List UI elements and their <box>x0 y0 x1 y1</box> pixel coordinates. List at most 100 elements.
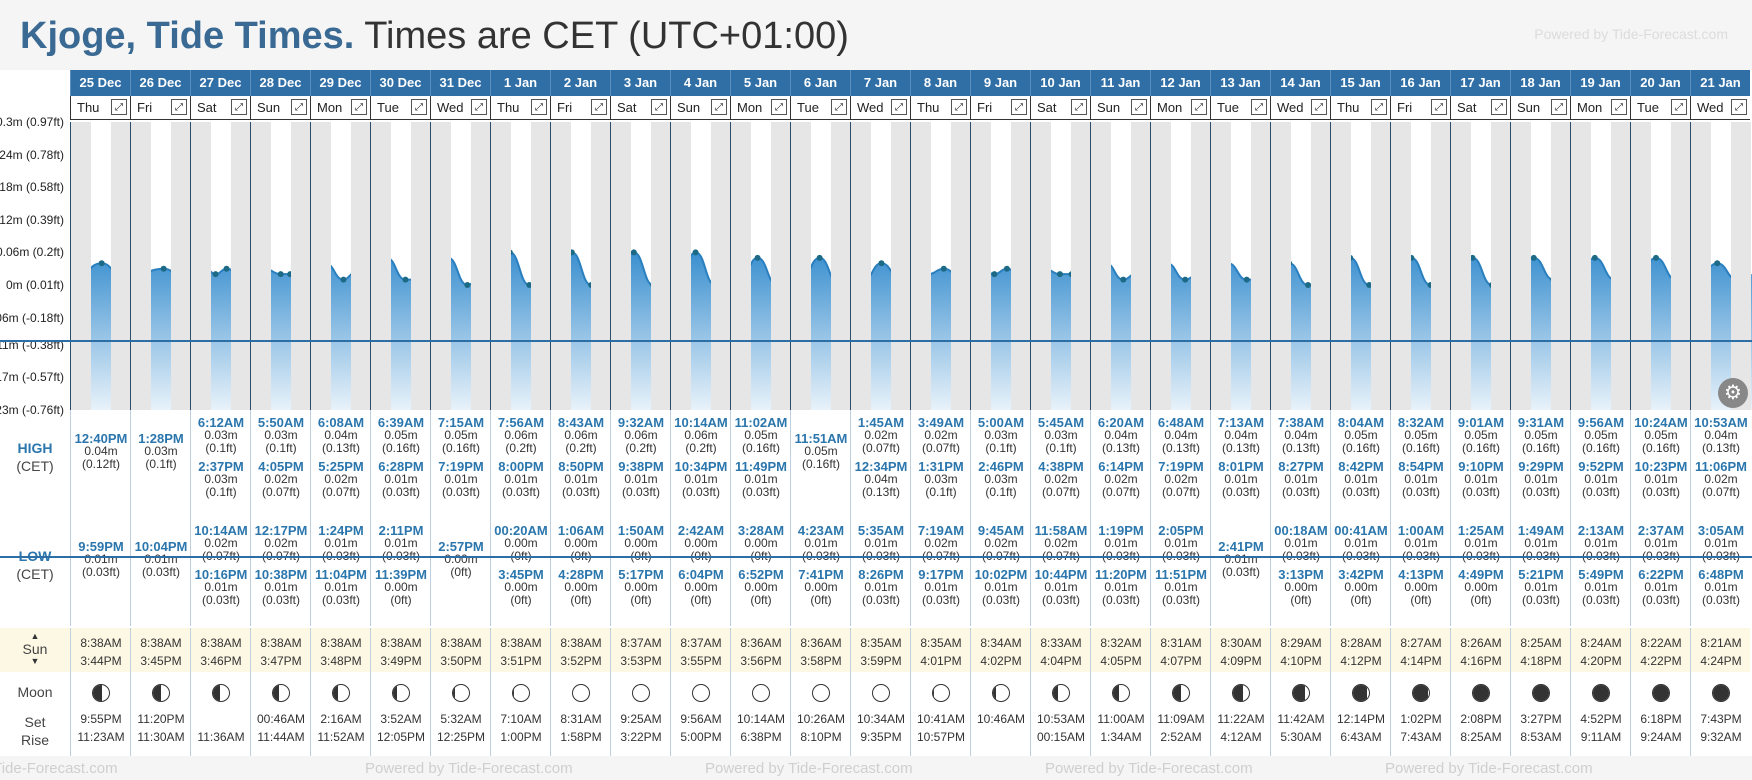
expand-icon[interactable]: ⤢ <box>1131 99 1147 115</box>
tide-height-m: 0.01m <box>1644 580 1678 594</box>
moonrise-time: 2:52AM <box>1160 730 1202 744</box>
tide-height-ft: (0.13ft) <box>1161 441 1200 455</box>
high-tide-entry: 10:53AM 0.04m (0.13ft) <box>1691 416 1751 455</box>
expand-icon[interactable]: ⤢ <box>1311 99 1327 115</box>
moonrise-time: 9:11AM <box>1580 730 1622 744</box>
expand-icon[interactable]: ⤢ <box>1071 99 1087 115</box>
moon-shadow <box>1533 685 1549 701</box>
expand-icon[interactable]: ⤢ <box>231 99 247 115</box>
tide-time: 8:32AM <box>1397 415 1445 430</box>
expand-icon[interactable]: ⤢ <box>1191 99 1207 115</box>
y-axis-tick: 0m (0.01ft) <box>5 278 64 293</box>
high-tide-cell: 7:56AM 0.06m (0.2ft) 8:00PM 0.01m (0.03ft) <box>490 410 550 518</box>
date-header: 4 Jan <box>670 70 730 96</box>
tide-height-ft: (0ft) <box>510 593 532 607</box>
tide-time: 3:42PM <box>1338 567 1384 582</box>
tide-height-ft: (0.13ft) <box>1701 441 1740 455</box>
powered-by-watermark: Powered by Tide-Forecast.com <box>705 760 913 777</box>
moonrise-time: 1:34AM <box>1100 730 1142 744</box>
tide-time: 10:24AM <box>1634 415 1688 430</box>
tide-time: 7:19PM <box>438 459 484 474</box>
tide-time: 9:52PM <box>1578 459 1624 474</box>
tide-time: 5:45AM <box>1037 415 1085 430</box>
expand-icon[interactable]: ⤢ <box>951 99 967 115</box>
expand-icon[interactable]: ⤢ <box>1371 99 1387 115</box>
tide-height-m: 0.03m <box>264 428 298 442</box>
tide-height-ft: (0.03ft) <box>321 593 360 607</box>
tide-height-ft: (0.07ft) <box>1041 485 1080 499</box>
tide-time: 6:28PM <box>378 459 424 474</box>
moon-cell: 8:31AM 1:58PM <box>550 672 610 756</box>
expand-icon[interactable]: ⤢ <box>411 99 427 115</box>
expand-icon[interactable]: ⤢ <box>831 99 847 115</box>
high-tide-label: HIGH (CET) <box>0 410 70 518</box>
expand-icon[interactable]: ⤢ <box>1011 99 1027 115</box>
tide-point <box>991 271 998 278</box>
expand-icon[interactable]: ⤢ <box>1251 99 1267 115</box>
tide-height-ft: (0.03ft) <box>1281 485 1320 499</box>
sunrise-time: 8:36AM <box>800 636 842 650</box>
day-night-band <box>850 122 911 410</box>
expand-icon[interactable]: ⤢ <box>1491 99 1507 115</box>
day-column: 10 Jan Sat ⤢ 5:45AM 0.03m (0.1ft) 4:38PM 0.02m(… <box>1030 70 1091 756</box>
sunset-time: 3:48PM <box>320 654 362 668</box>
expand-icon[interactable]: ⤢ <box>651 99 667 115</box>
tide-height-m: 0.01m <box>1644 472 1678 486</box>
expand-icon[interactable]: ⤢ <box>771 99 787 115</box>
sunrise-time: 8:32AM <box>1100 636 1142 650</box>
tide-height-m: 0.01m <box>744 472 778 486</box>
high-tide-cell: 6:39AM 0.05m (0.16ft) 6:28PM 0.01m (0.03ft) <box>370 410 430 518</box>
divider <box>0 556 1752 558</box>
high-tide-entry: 7:56AM 0.06m (0.2ft) <box>491 416 551 455</box>
sunrise-time: 8:22AM <box>1640 636 1682 650</box>
low-tide-entry: 7:41PM 0.00m (0ft) <box>791 568 851 607</box>
sunrise-time: 8:35AM <box>860 636 902 650</box>
day-column: 9 Jan Fri ⤢ 5:00AM 0.03m (0.1ft) 2:46PM 0.03m (0… <box>970 70 1031 756</box>
moon-shadow <box>1713 685 1729 701</box>
tide-height-m: 0.03m <box>924 472 958 486</box>
high-tide-entry: 6:48AM 0.04m (0.13ft) <box>1151 416 1211 455</box>
sunrise-time: 8:35AM <box>920 636 962 650</box>
tide-height-ft: (0.07ft) <box>921 441 960 455</box>
tide-time: 10:14AM <box>194 523 248 538</box>
expand-icon[interactable]: ⤢ <box>1731 99 1747 115</box>
expand-icon[interactable]: ⤢ <box>291 99 307 115</box>
moon-label: Moon <box>17 684 53 700</box>
moon-shadow <box>933 685 934 701</box>
expand-icon[interactable]: ⤢ <box>1431 99 1447 115</box>
high-tide-entry: 8:00PM 0.01m (0.03ft) <box>491 460 551 499</box>
tide-point <box>1366 282 1373 289</box>
expand-icon[interactable]: ⤢ <box>111 99 127 115</box>
moon-phase-icon <box>392 684 410 702</box>
moonset-time: 3:27PM <box>1520 712 1562 726</box>
weekday-label: Tue <box>1637 100 1659 115</box>
tide-height-m: 0.01m <box>1344 536 1378 550</box>
high-tide-cell: 7:15AM 0.05m (0.16ft) 7:19PM 0.01m (0.03ft) <box>430 410 490 518</box>
expand-icon[interactable]: ⤢ <box>471 99 487 115</box>
weekday-header: Sun ⤢ <box>1510 96 1570 120</box>
tide-height-m: 0.05m <box>744 428 778 442</box>
tide-time: 11:51PM <box>1154 567 1208 582</box>
expand-icon[interactable]: ⤢ <box>531 99 547 115</box>
moonrise-time: 11:52AM <box>317 730 365 744</box>
expand-icon[interactable]: ⤢ <box>1611 99 1627 115</box>
expand-icon[interactable]: ⤢ <box>711 99 727 115</box>
tide-height-ft: (0.16ft) <box>1521 441 1560 455</box>
weekday-header: Mon ⤢ <box>1150 96 1210 120</box>
y-axis-tick: 0.3m (0.97ft) <box>0 115 64 129</box>
high-tide-cell: 10:14AM 0.06m (0.2ft) 10:34PM 0.01m (0.03ft) <box>670 410 730 518</box>
tide-height-ft: (0.16ft) <box>1461 441 1500 455</box>
settings-gear-icon[interactable]: ⚙ <box>1718 378 1748 408</box>
tide-time: 5:25PM <box>318 459 364 474</box>
date-header: 31 Dec <box>430 70 490 96</box>
expand-icon[interactable]: ⤢ <box>891 99 907 115</box>
expand-icon[interactable]: ⤢ <box>1671 99 1687 115</box>
tide-height-ft: (0.1ft) <box>205 485 237 499</box>
expand-icon[interactable]: ⤢ <box>591 99 607 115</box>
high-tide-entry: 9:10PM 0.01m (0.03ft) <box>1451 460 1511 499</box>
expand-icon[interactable]: ⤢ <box>171 99 187 115</box>
expand-icon[interactable]: ⤢ <box>351 99 367 115</box>
expand-icon[interactable]: ⤢ <box>1551 99 1567 115</box>
day-night-band <box>610 122 671 410</box>
